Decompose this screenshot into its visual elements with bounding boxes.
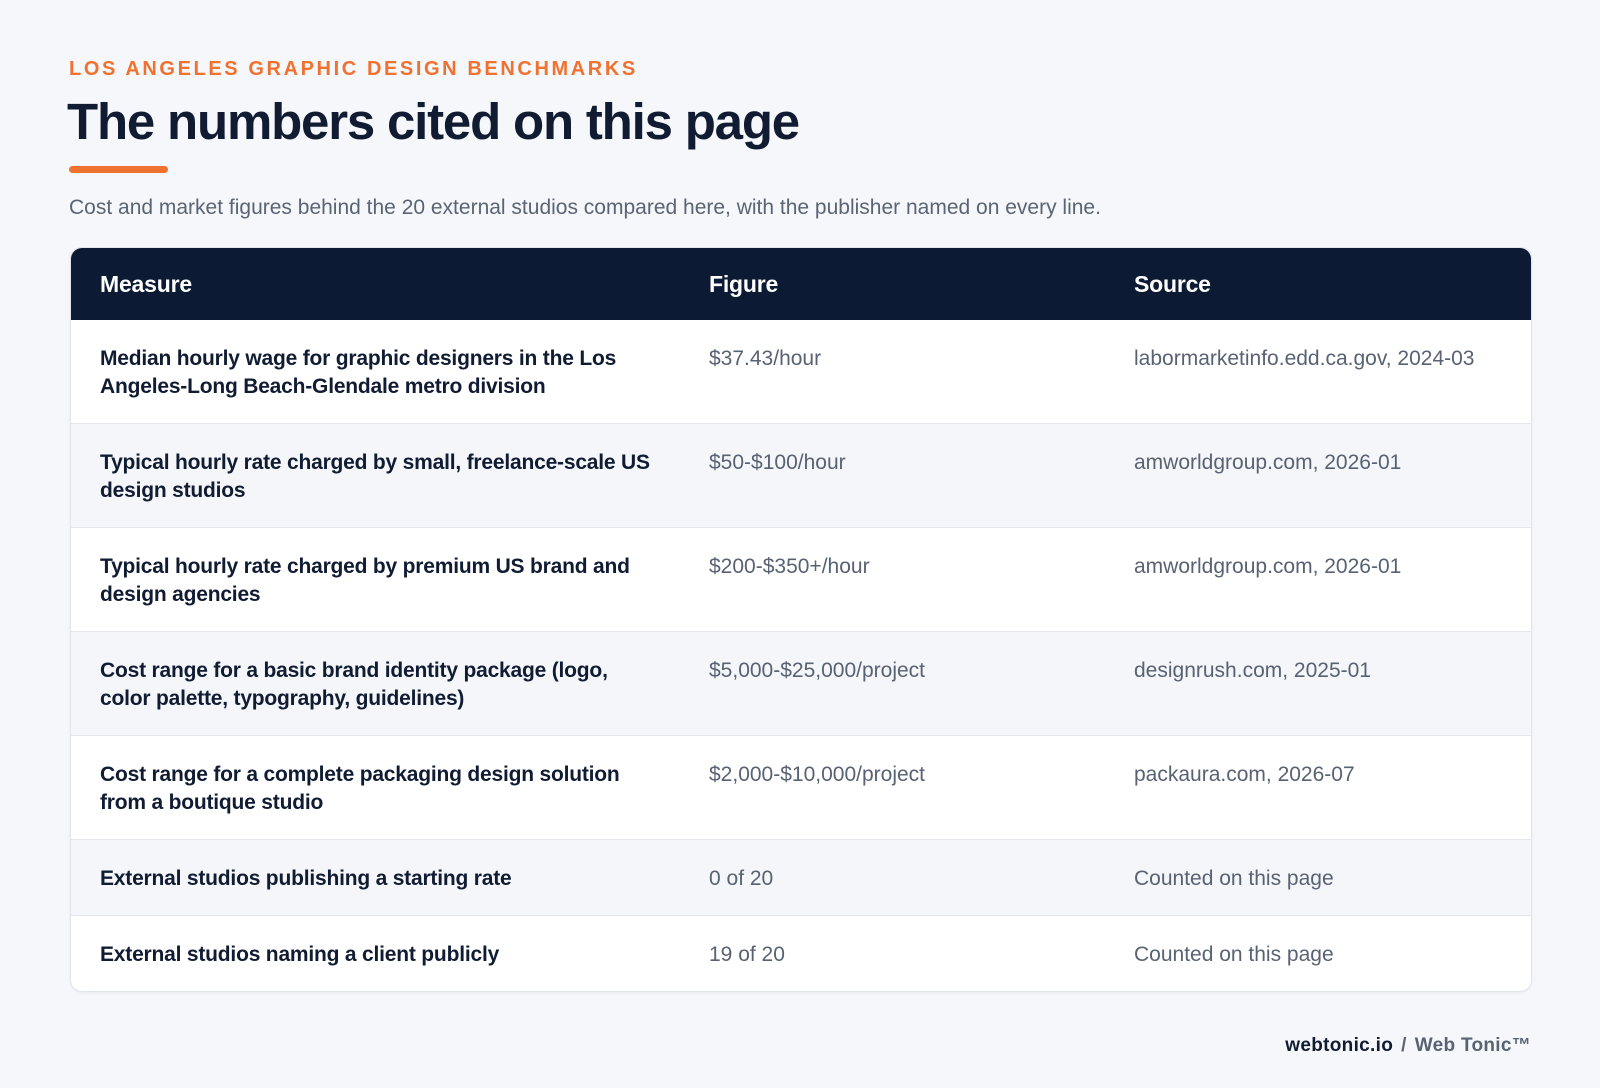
table-header-row: Measure Figure Source (71, 248, 1531, 320)
column-header-measure: Measure (71, 248, 680, 320)
source-cell: amworldgroup.com, 2026-01 (1105, 527, 1531, 632)
footer-separator: / (1401, 1035, 1407, 1056)
measure-cell: Median hourly wage for graphic designers… (100, 347, 617, 398)
table-row: Cost range for a basic brand identity pa… (71, 631, 1531, 736)
benchmarks-table-grid: Measure Figure Source Median hourly wage… (71, 248, 1531, 991)
page-title: The numbers cited on this page (67, 93, 800, 150)
figure-cell: 19 of 20 (680, 915, 1105, 991)
figure-cell: 0 of 20 (680, 839, 1105, 916)
source-cell: labormarketinfo.edd.ca.gov, 2024-03 (1134, 347, 1475, 370)
table-row: Cost range for a complete packaging desi… (71, 735, 1531, 840)
source-cell: Counted on this page (1105, 915, 1531, 991)
figure-cell: $200-$350+/hour (680, 527, 1105, 632)
column-header-figure: Figure (680, 248, 1105, 320)
table-row: External studios naming a client publicl… (71, 915, 1531, 991)
benchmarks-table: Measure Figure Source Median hourly wage… (70, 247, 1532, 992)
figure-cell: $37.43/hour (709, 347, 822, 370)
measure-cell: Cost range for a complete packaging desi… (71, 735, 680, 840)
source-cell: amworldgroup.com, 2026-01 (1105, 423, 1531, 528)
measure-cell: External studios publishing a starting r… (71, 839, 680, 916)
table-row: Typical hourly rate charged by premium U… (71, 527, 1531, 632)
figure-cell: $5,000-$25,000/project (680, 631, 1105, 736)
figure-cell: $50-$100/hour (680, 423, 1105, 528)
table-row: Median hourly wage for graphic designers… (71, 320, 1531, 424)
column-header-source: Source (1105, 248, 1531, 320)
measure-cell: Typical hourly rate charged by premium U… (71, 527, 680, 632)
figure-cell: $2,000-$10,000/project (680, 735, 1105, 840)
page-subtitle: Cost and market figures behind the 20 ex… (69, 196, 1101, 219)
footer-domain-link[interactable]: webtonic.io (1285, 1035, 1394, 1056)
source-cell: Counted on this page (1105, 839, 1531, 916)
footer-attribution: webtonic.io / Web Tonic™ (1285, 1035, 1531, 1057)
measure-cell: Typical hourly rate charged by small, fr… (71, 423, 680, 528)
footer-brand: Web Tonic™ (1414, 1035, 1531, 1056)
measure-cell: External studios naming a client publicl… (71, 915, 680, 991)
eyebrow-label: LOS ANGELES GRAPHIC DESIGN BENCHMARKS (69, 58, 638, 80)
title-accent-bar (69, 166, 168, 173)
source-cell: packaura.com, 2026-07 (1105, 735, 1531, 840)
source-cell: designrush.com, 2025-01 (1105, 631, 1531, 736)
measure-cell: Cost range for a basic brand identity pa… (71, 631, 680, 736)
table-row: External studios publishing a starting r… (71, 839, 1531, 916)
table-row: Typical hourly rate charged by small, fr… (71, 423, 1531, 528)
